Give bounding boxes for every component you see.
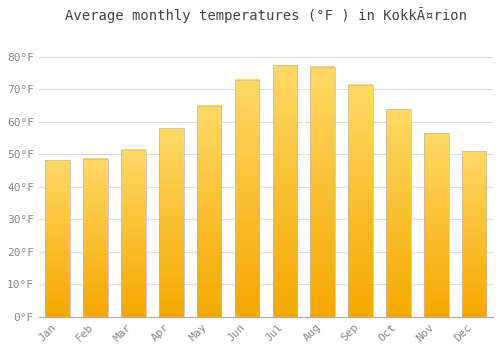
Bar [159,128,184,317]
Title: Average monthly temperatures (°F ) in KokkÃ¤rion: Average monthly temperatures (°F ) in Ko… [65,7,467,23]
Bar [424,133,448,317]
Bar [159,128,184,317]
Bar [272,65,297,317]
Bar [386,109,410,317]
Bar [310,67,335,317]
Bar [234,80,260,317]
Bar [84,159,108,317]
Bar [197,106,222,317]
Bar [424,133,448,317]
Bar [197,106,222,317]
Bar [348,85,373,317]
Bar [462,151,486,317]
Bar [386,109,410,317]
Bar [272,65,297,317]
Bar [84,159,108,317]
Bar [46,160,70,317]
Bar [46,160,70,317]
Bar [121,149,146,317]
Bar [462,151,486,317]
Bar [121,149,146,317]
Bar [310,67,335,317]
Bar [234,80,260,317]
Bar [348,85,373,317]
